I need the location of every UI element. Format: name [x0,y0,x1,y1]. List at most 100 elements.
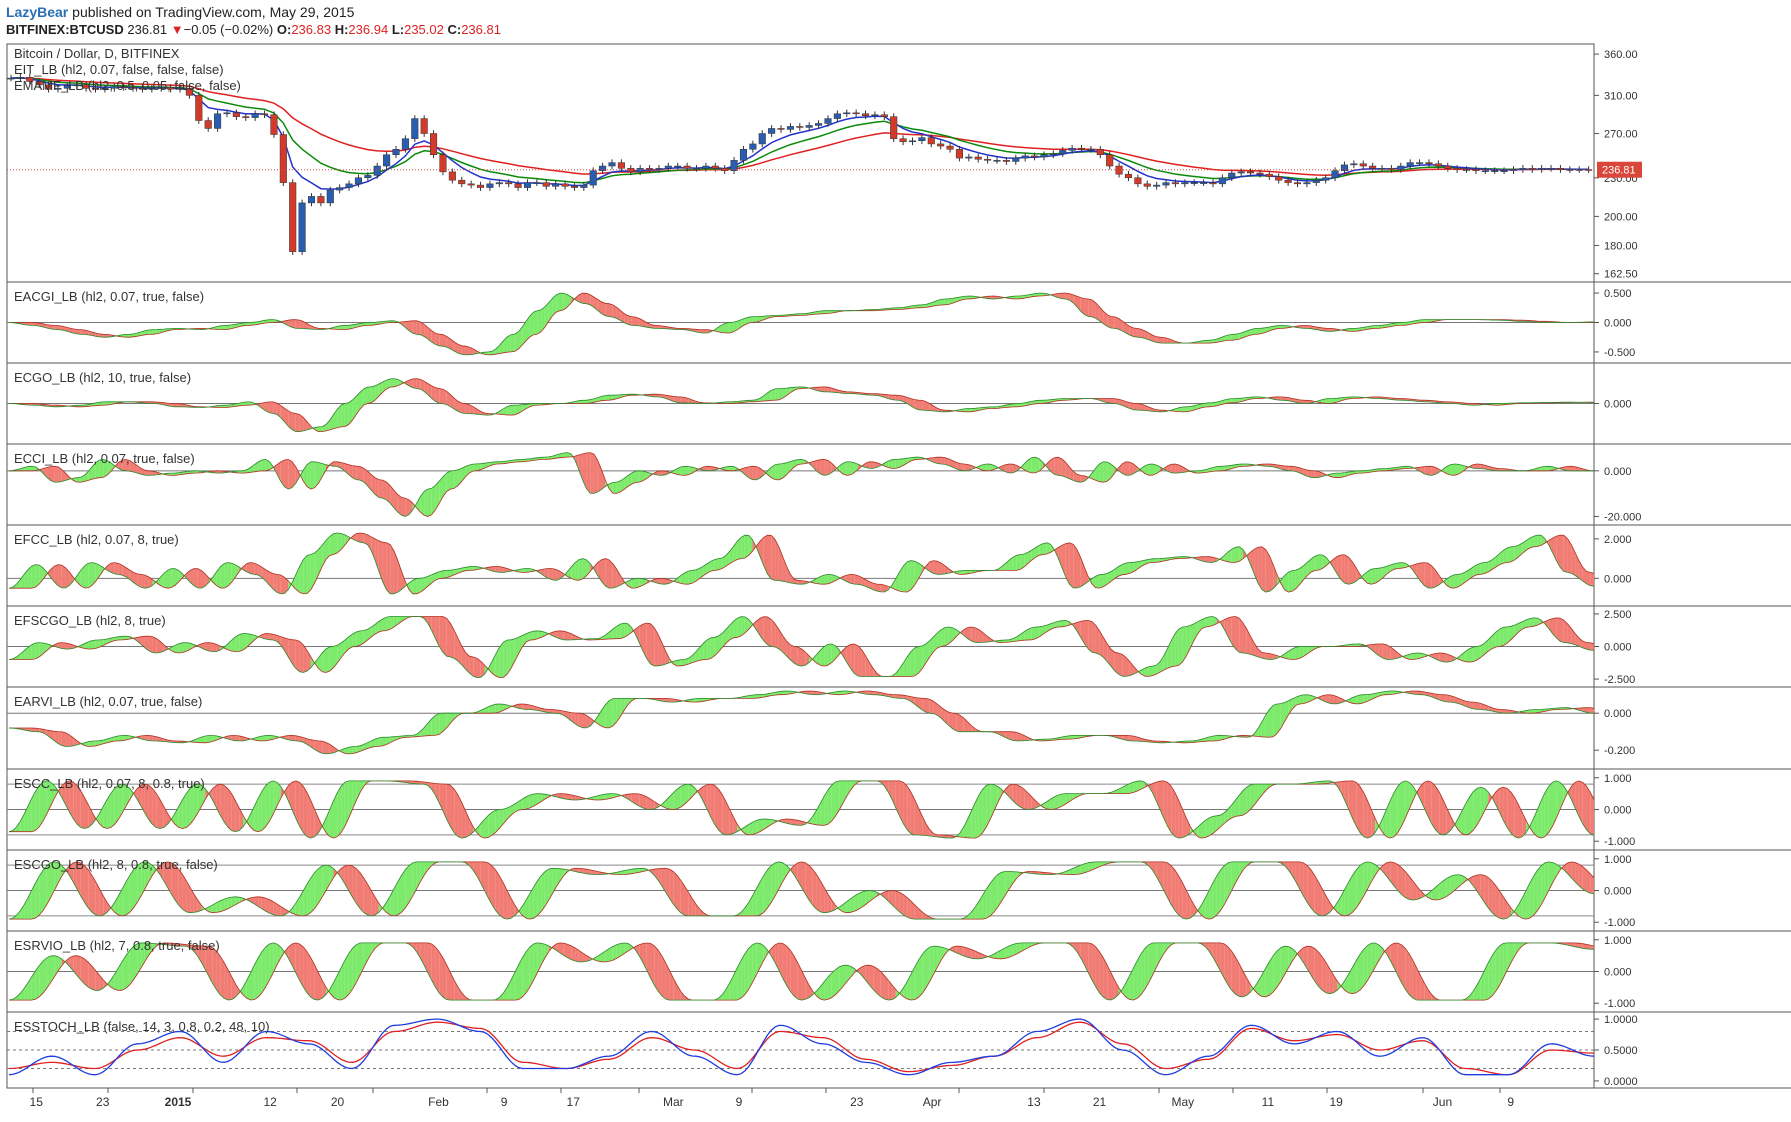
ribbon-segment [1307,865,1311,908]
ribbon-segment [84,741,89,747]
ribbon-segment [767,865,772,908]
ribbon-segment [1186,406,1191,412]
low-value: 235.02 [404,22,444,37]
ribbon-segment [326,742,330,754]
ribbon-segment [714,467,719,470]
ribbon-segment [454,398,459,412]
ribbon-segment [148,785,153,825]
ribbon-segment [178,799,183,829]
ribbon-segment [1575,862,1579,886]
ribbon-segment [1175,870,1179,916]
ribbon-segment [435,947,440,993]
ribbon-segment [963,819,968,838]
ribbon-segment [284,577,289,594]
ribbon-segment [643,623,647,659]
candle [298,202,306,252]
ribbon-segment [333,409,338,429]
ribbon-segment [348,780,353,819]
ribbon-segment [141,861,145,896]
ribbon-segment [1182,626,1187,662]
ribbon-segment [797,580,802,585]
ribbon-segment [43,567,47,580]
ribbon-segment [58,466,62,483]
ribbon-segment [344,865,349,891]
ribbon-segment [1065,293,1070,300]
ribbon-segment [103,334,108,338]
ribbon-segment [1484,561,1489,574]
last-price-badge [1597,161,1642,178]
ribbon-segment [39,565,43,584]
ribbon-segment [76,329,81,335]
ribbon-segment [1265,961,1270,997]
ribbon-segment [118,961,123,991]
ribbon-segment [1009,464,1013,473]
ribbon-segment [782,388,787,399]
ribbon-segment [333,461,338,467]
ribbon-segment [794,819,798,826]
ribbon-segment [273,901,277,916]
ribbon-segment [405,498,409,517]
ribbon-segment [1443,799,1447,835]
ribbon-segment [892,890,896,909]
ribbon-segment [944,457,949,466]
ribbon-segment [137,573,142,588]
low-label: L: [391,22,405,37]
ribbon-segment [812,578,817,584]
ribbon-segment [1292,466,1296,472]
ribbon-segment [205,788,209,800]
ribbon-segment [1039,626,1043,637]
ribbon-segment [1360,862,1364,903]
ribbon-segment [484,861,489,898]
ribbon-segment [1001,871,1006,902]
chart-area[interactable]: 360.00310.00270.00230.00200.00180.00162.… [0,42,1791,1122]
ribbon-segment [50,466,55,483]
ribbon-segment [929,636,934,657]
ribbon-segment [846,965,851,982]
ribbon-segment [850,574,855,585]
ribbon-segment [529,887,534,920]
ribbon-segment [1273,704,1277,737]
ribbon-segment [231,793,236,832]
ribbon-segment [1118,399,1123,406]
signal-line [8,942,1595,1001]
ribbon-segment [801,970,806,1001]
ribbon-segment [1227,398,1232,404]
ribbon-segment [1265,464,1270,467]
ribbon-segment [356,868,360,909]
ribbon-segment [1114,398,1119,405]
ribbon-segment [1322,781,1327,784]
ribbon-segment [1107,462,1111,482]
candle [730,160,738,171]
ribbon-segment [1416,691,1421,695]
ribbon-segment [612,626,617,639]
candle [392,149,400,156]
ribbon-segment [590,869,594,875]
ribbon-segment [27,466,32,471]
ribbon-segment [1473,464,1477,469]
ribbon-segment [869,890,874,902]
ribbon-segment [431,485,436,515]
ribbon-segment [1061,293,1066,299]
candle [411,118,419,139]
ribbon-segment [1073,793,1077,800]
ribbon-segment [1133,960,1138,1000]
candle [505,182,513,185]
ribbon-segment [1488,955,1493,999]
ribbon-segment [1529,709,1534,714]
ribbon-segment [1356,695,1360,704]
ribbon-segment [499,704,504,712]
ribbon-segment [778,546,783,582]
author-link[interactable]: LazyBear [6,4,69,20]
ribbon-segment [680,396,685,403]
ribbon-segment [390,485,394,508]
ribbon-segment [684,571,689,585]
ribbon-segment [873,691,877,695]
ribbon-segment [1507,546,1511,563]
ribbon-segment [846,461,851,476]
ribbon-segment [420,727,425,737]
ribbon-segment [1522,540,1527,554]
ribbon-segment [1465,569,1470,582]
ribbon-segment [1548,861,1553,891]
ribbon-segment [492,566,496,572]
ribbon-segment [767,616,772,647]
